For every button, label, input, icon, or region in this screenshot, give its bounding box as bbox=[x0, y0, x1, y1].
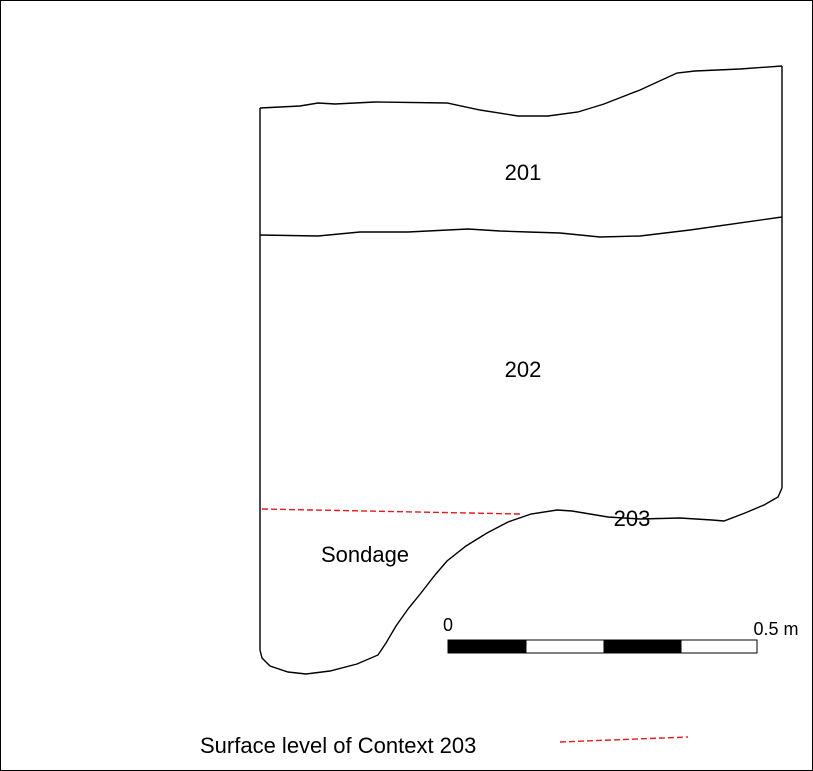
context-202-label: 202 bbox=[505, 357, 542, 382]
scale-bar: 0 0.5 m bbox=[443, 615, 799, 654]
sondage-label: Sondage bbox=[321, 542, 409, 567]
scale-bar-segment-4 bbox=[680, 639, 758, 654]
legend: Surface level of Context 203 bbox=[200, 733, 689, 758]
context-201-202-boundary bbox=[259, 216, 783, 238]
context-201-label: 201 bbox=[505, 160, 542, 185]
scale-bar-end-label: 0.5 m bbox=[753, 619, 798, 639]
scale-bar-segment-2 bbox=[525, 639, 605, 654]
scale-bar-start-label: 0 bbox=[443, 615, 453, 635]
legend-dashed-line-swatch bbox=[559, 736, 689, 743]
scale-bar-segment-3 bbox=[603, 639, 682, 654]
context-203-surface-level-line bbox=[261, 508, 521, 515]
legend-surface-level-label: Surface level of Context 203 bbox=[200, 733, 476, 758]
context-203-label: 203 bbox=[614, 506, 651, 531]
context-201-top-boundary bbox=[259, 65, 783, 117]
context-203-and-sondage-boundary bbox=[259, 487, 783, 675]
scale-bar-segment-1 bbox=[447, 639, 527, 654]
